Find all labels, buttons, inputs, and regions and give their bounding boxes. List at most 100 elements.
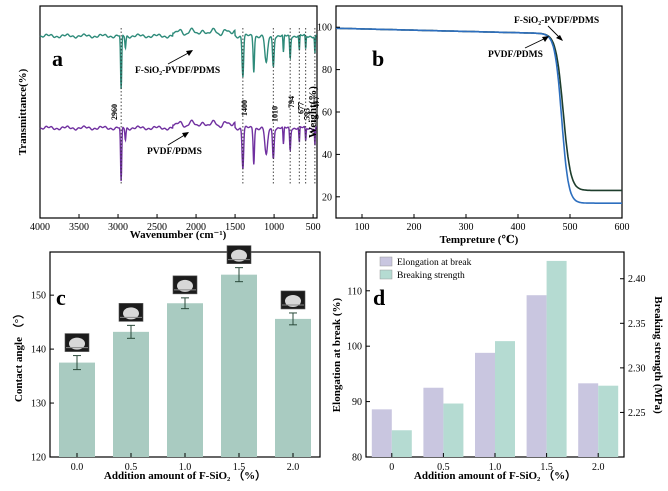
panel-d-y2-tick-label: 2.35: [628, 319, 646, 330]
panel-a-series-label-fsio2: F-SiO₂-PVDF/PDMS: [135, 66, 220, 76]
panel-c-y-tick-label: 130: [31, 399, 46, 410]
panel-b-y-tick-label: 60: [322, 108, 332, 119]
panel-b-x-tick-label: 300: [459, 222, 474, 233]
panel-b-xlabel: Tempreture (℃): [440, 234, 519, 246]
panel-d-bars: [371, 260, 619, 457]
panel-a-x-tick-label: 1000: [264, 222, 284, 233]
panel-d-bar-elongation: [371, 409, 392, 457]
panel-c-droplet: [69, 337, 85, 350]
panel-d-x-tick-label: 0.5: [437, 462, 450, 473]
panel-c-y-tick-label: 120: [31, 453, 46, 464]
panel-c-ticks: 120 130 140 150 0.0 0.5 1.0 1.5 2.0: [31, 291, 299, 473]
panel-b-tga: 100 200 300 400 500 600 20 40 60 80 100 b F-SiO₂-P…: [307, 5, 630, 246]
panel-c-xlabel: Addition amount of F-SiO₂ （%）: [104, 469, 266, 482]
panel-d-xlabel: Addition amount of F-SiO₂ （%）: [414, 469, 576, 482]
panel-d-bar-elongation: [526, 295, 547, 457]
panel-a-x-tick-label: 3000: [108, 222, 128, 233]
panel-d-bar-breaking: [495, 341, 515, 457]
panel-d-x-tick-label: 2.0: [592, 462, 605, 473]
panel-d-bar-elongation: [578, 383, 599, 457]
panel-b-letter: b: [372, 46, 384, 71]
panel-a-ylabel: Transmittance(%): [17, 68, 29, 155]
panel-a-curve-fsio2: [39, 27, 318, 90]
panel-d-y-tick-label: 100: [347, 342, 362, 353]
panel-c-y-tick-label: 150: [31, 291, 46, 302]
panel-d-bar-breaking: [546, 260, 567, 457]
panel-d-x-tick-label: 1.0: [489, 462, 502, 473]
legend-swatch-breaking: [379, 269, 393, 280]
panel-d-y-tick-label: 90: [352, 397, 362, 408]
panel-a-peak-label: 1400: [240, 100, 249, 116]
panel-b-series-label-fsio2: F-SiO₂-PVDF/PDMS: [514, 16, 599, 26]
panel-d-y-tick-label: 110: [347, 286, 362, 297]
panel-b-curve-pvdf: [336, 27, 622, 204]
panel-b-x-tick-label: 400: [511, 222, 526, 233]
panel-c-bar: [167, 303, 203, 457]
panel-d-bar-breaking: [391, 430, 412, 457]
panel-a-x-ticks: 4000 3500 3000 2500 2000 1500 1000 500: [30, 214, 321, 233]
panel-a-peak-label: 595: [303, 108, 312, 120]
legend-label-elongation: Elongation at break: [397, 258, 472, 268]
panel-b-y-tick-label: 20: [322, 192, 332, 203]
panel-c-x-tick-label: 2.0: [287, 462, 300, 473]
panel-a-x-tick-label: 500: [306, 222, 321, 233]
legend-swatch-elongation: [379, 256, 393, 267]
panel-a-curves: [39, 27, 318, 182]
panel-c-bars: [59, 245, 311, 457]
panel-a-x-tick-label: 2000: [186, 222, 206, 233]
panel-a-series-label-pvdf: PVDF/PDMS: [147, 147, 202, 157]
panel-c-droplet: [177, 279, 193, 292]
panel-c-letter: c: [56, 285, 66, 310]
panel-b-x-tick-label: 200: [407, 222, 422, 233]
panel-a-frame: [39, 5, 318, 219]
panel-c-contact-angle: 120 130 140 150 0.0 0.5 1.0 1.5 2.0 c Addition a…: [12, 245, 321, 482]
panel-b-series-label-pvdf: PVDF/PDMS: [488, 50, 543, 60]
panel-c-ylabel: Contact angle （°）: [12, 308, 25, 402]
panel-a-peak-label: 677: [296, 102, 305, 114]
panel-c-bar: [275, 318, 311, 457]
panel-b-curves: [336, 27, 622, 204]
legend-label-breaking: Breaking strength: [397, 271, 465, 281]
panel-c-droplet: [231, 249, 247, 262]
panel-b-frame: [335, 5, 623, 219]
panel-d-x-tick-label: 1.5: [540, 462, 553, 473]
panel-d-y2-tick-label: 2.40: [628, 274, 646, 285]
panel-b-y-tick-label: 40: [322, 150, 332, 161]
panel-a-peak-label: 1010: [270, 106, 279, 122]
panel-a-letter: a: [52, 46, 63, 71]
panel-a-x-tick-label: 3500: [69, 222, 89, 233]
panel-b-x-tick-label: 500: [563, 222, 578, 233]
panel-b-ylabel: Weight(%): [307, 86, 319, 138]
panel-d-bar-elongation: [423, 387, 444, 457]
panel-b-x-tick-label: 600: [615, 222, 630, 233]
panel-c-droplet: [123, 307, 139, 320]
panel-b-ticks: 100 200 300 400 500 600 20 40 60 80 100: [317, 23, 630, 233]
panel-a-peak-label: 477: [312, 96, 321, 108]
panel-d-ylabel: Elongation at break (%): [331, 297, 343, 412]
panel-c-y-tick-label: 140: [31, 345, 46, 356]
panel-d-y2label: Breaking strength (MPa): [652, 296, 664, 414]
panel-d-bar-breaking: [443, 403, 464, 457]
panel-b-y-tick-label: 100: [317, 23, 332, 34]
panel-c-x-tick-label: 1.5: [233, 462, 246, 473]
panel-c-bar: [113, 331, 149, 457]
panel-c-x-tick-label: 0.0: [71, 462, 84, 473]
panel-b-arrowhead-fsio2: [556, 35, 563, 41]
panel-c-droplet: [285, 294, 301, 307]
panel-b-y-tick-label: 80: [322, 65, 332, 76]
panel-a-x-tick-label: 4000: [30, 222, 50, 233]
panel-a-peak-label: 794: [287, 96, 296, 108]
panel-c-bar: [59, 362, 95, 457]
panel-d-y2-tick-label: 2.30: [628, 363, 646, 374]
panel-d-bar-elongation: [475, 352, 495, 457]
panel-d-x-tick-label: 0: [389, 462, 394, 473]
panel-d-letter: d: [373, 285, 385, 310]
panel-a-x-tick-label: 1500: [225, 222, 245, 233]
panel-d-bar-breaking: [598, 385, 619, 457]
panel-b-arrowhead-pvdf: [542, 36, 549, 42]
panel-a-arrowhead-fsio2: [186, 50, 193, 56]
panel-b-x-tick-label: 100: [355, 222, 370, 233]
